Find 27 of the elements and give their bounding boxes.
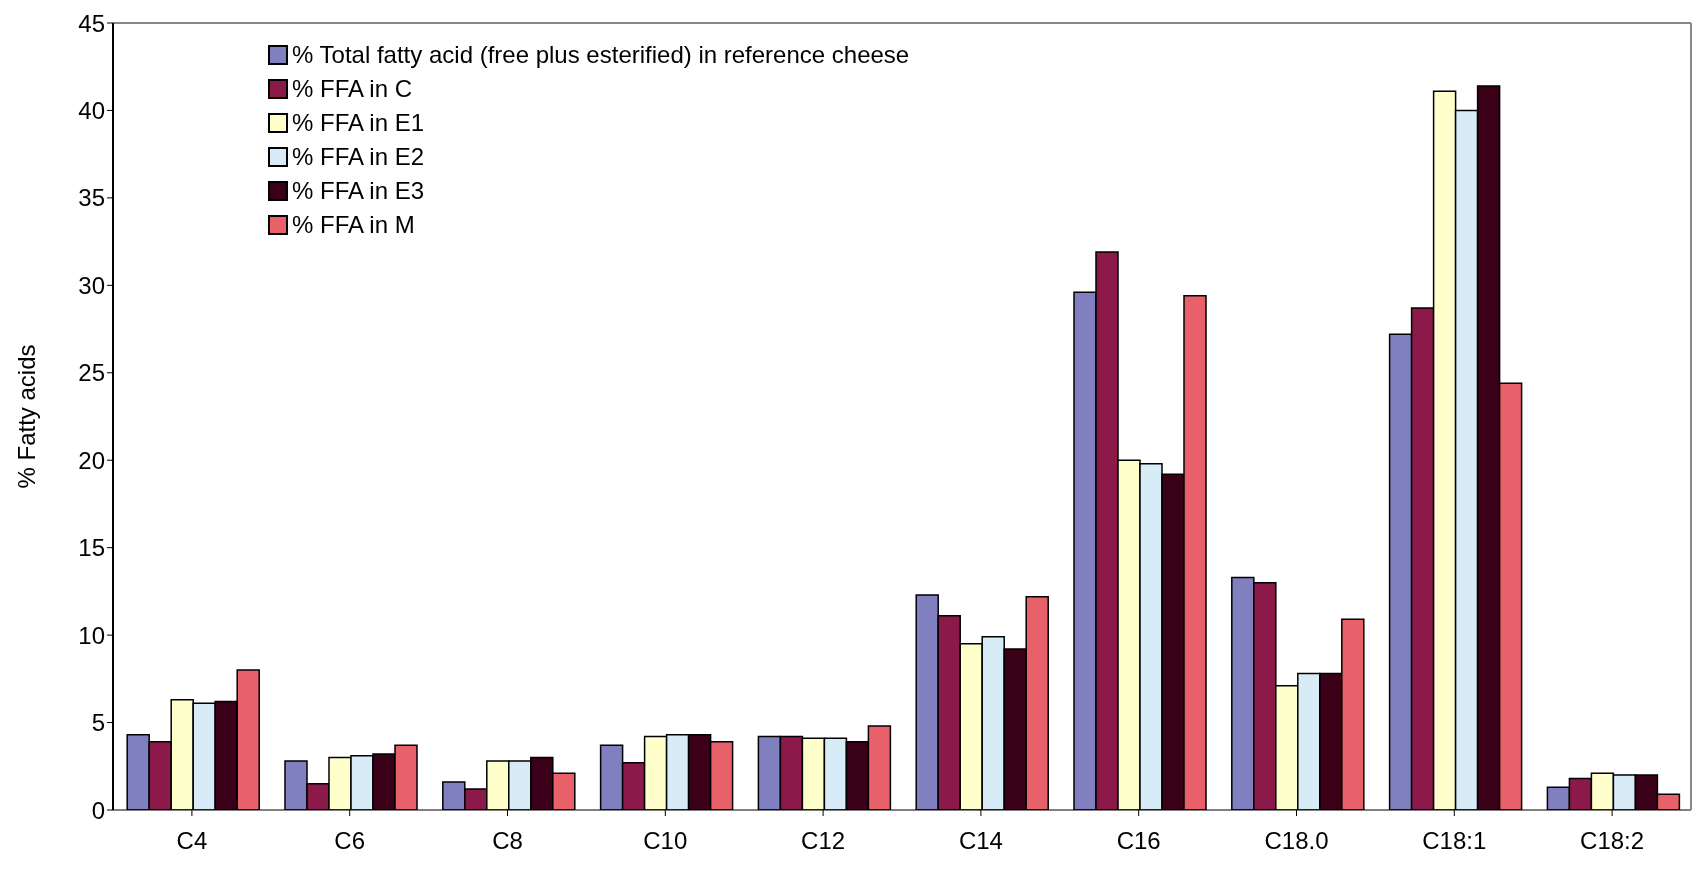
x-tick-label: C8	[492, 827, 523, 855]
legend-label: % FFA in E3	[292, 176, 425, 206]
x-tick-label: C10	[643, 827, 688, 855]
legend-label: % FFA in E2	[292, 142, 425, 172]
y-tick-label: 0	[91, 796, 105, 824]
x-tick-label: C18.0	[1264, 827, 1329, 855]
legend-label: % FFA in M	[292, 210, 415, 240]
x-tick-label: C12	[801, 827, 846, 855]
y-tick-label: 35	[78, 184, 105, 212]
x-tick-label: C18:2	[1580, 827, 1645, 855]
y-tick-label: 10	[78, 621, 105, 649]
y-tick-label: 20	[78, 446, 105, 474]
y-tick-label: 40	[78, 96, 105, 124]
x-tick-label: C18:1	[1422, 827, 1487, 855]
y-tick-label: 45	[78, 9, 105, 37]
x-tick-label: C16	[1116, 827, 1161, 855]
x-tick-label: C14	[958, 827, 1003, 855]
y-tick-label: 15	[78, 534, 105, 562]
x-tick-label: C4	[176, 827, 208, 855]
y-axis-title: % Fatty acids	[12, 344, 40, 489]
legend-label: % Total fatty acid (free plus esterified) in reference cheese	[292, 40, 910, 70]
y-tick-label: 5	[91, 709, 105, 737]
x-tick-label: C6	[334, 827, 366, 855]
legend-label: % FFA in C	[292, 74, 413, 104]
legend-label: % FFA in E1	[292, 108, 425, 138]
y-tick-label: 25	[78, 359, 105, 387]
y-tick-label: 30	[78, 271, 105, 299]
